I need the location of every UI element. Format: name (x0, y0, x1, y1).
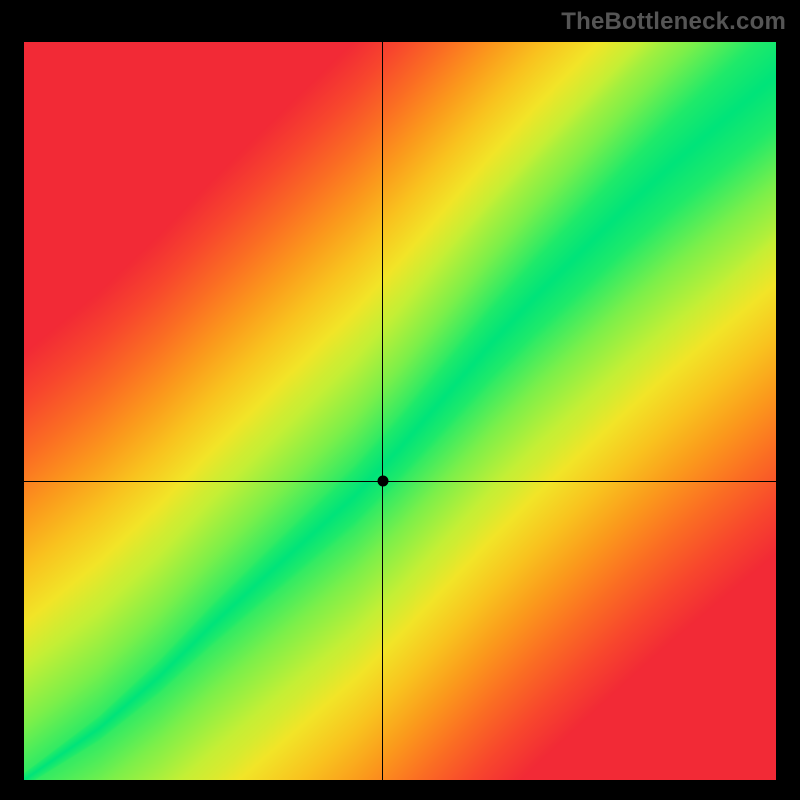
heatmap-canvas (24, 42, 776, 780)
watermark-text: TheBottleneck.com (561, 8, 786, 36)
plot-frame (24, 42, 776, 780)
crosshair-horizontal (24, 481, 776, 482)
marker-point (377, 476, 388, 487)
chart-container: TheBottleneck.com (0, 0, 800, 800)
crosshair-vertical (382, 42, 383, 780)
